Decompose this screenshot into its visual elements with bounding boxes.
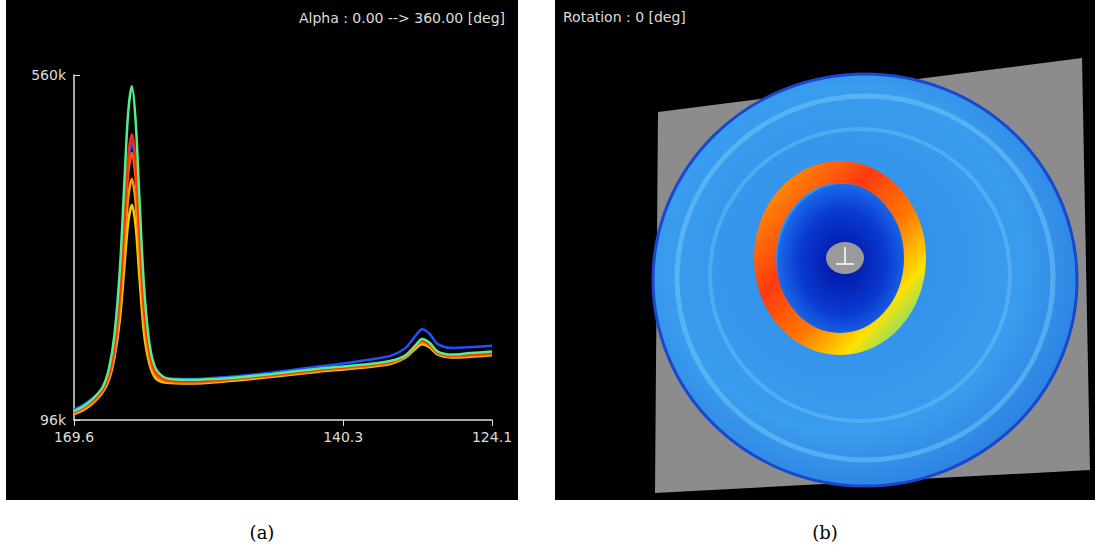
svg-text:560k: 560k [31, 67, 67, 83]
html-text:(a): (a) [249, 522, 275, 543]
svg-text:96k: 96k [40, 412, 67, 428]
svg-text:140.3: 140.3 [323, 429, 363, 445]
svg-text:Alpha : 0.00 --> 360.00 [deg]: Alpha : 0.00 --> 360.00 [deg] [299, 10, 505, 26]
svg-text:169.6: 169.6 [54, 429, 94, 445]
svg-text:Rotation : 0 [deg]: Rotation : 0 [deg] [563, 9, 686, 25]
svg-text:124.1: 124.1 [472, 429, 512, 445]
html-text:(b): (b) [812, 522, 838, 543]
